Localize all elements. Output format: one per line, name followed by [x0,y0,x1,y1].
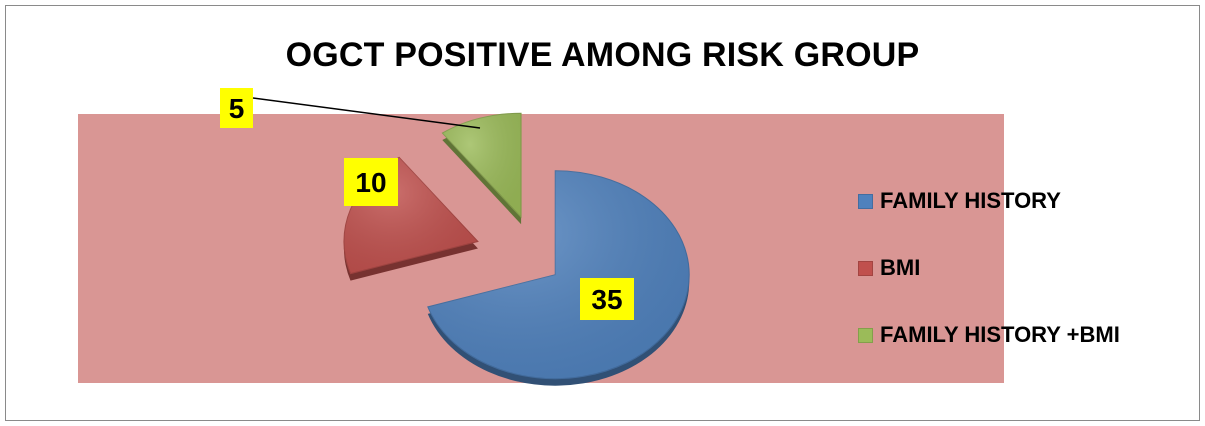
pie-slice-family-history-bmi [441,112,522,225]
legend: FAMILY HISTORY BMI FAMILY HISTORY +BMI [858,186,1120,387]
legend-swatch [858,327,873,343]
pie-slice-sheen [442,113,522,218]
data-label: 35 [591,284,622,315]
legend-item-bmi: BMI [858,253,1120,283]
legend-swatch [858,193,873,209]
data-label-box [580,278,634,320]
legend-label: FAMILY HISTORY [880,188,1061,213]
legend-item-family-history: FAMILY HISTORY [858,186,1120,216]
data-label-box [220,88,253,128]
data-label: 5 [229,93,245,124]
legend-label: BMI [880,255,921,280]
data-label: 10 [355,167,386,198]
data-label-box [344,158,398,206]
legend-label: FAMILY HISTORY +BMI [880,322,1120,347]
pie-slice-family-history [427,170,690,386]
legend-swatch [858,260,873,276]
data-labels: 35 10 5 [220,88,634,320]
chart-title: OGCT POSITIVE AMONG RISK GROUP [285,36,920,74]
pie-slice-sheen [427,170,690,379]
leader-line [252,97,481,129]
legend-item-family-history-bmi: FAMILY HISTORY +BMI [858,320,1120,350]
